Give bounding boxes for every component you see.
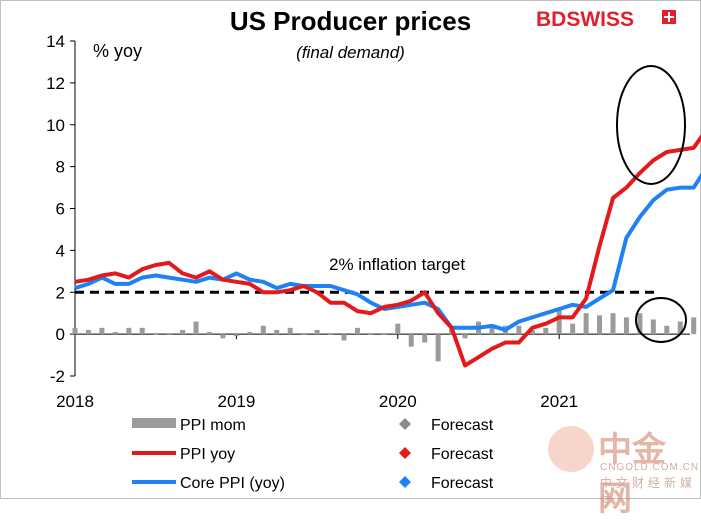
y-tick-label: 12 <box>46 74 65 93</box>
ppi-mom-bar <box>597 315 603 335</box>
ppi-mom-bar <box>314 329 320 335</box>
ppi-mom-bar <box>623 317 629 335</box>
y-tick-label: 0 <box>56 325 65 344</box>
legend-label: PPI mom <box>180 417 246 434</box>
ppi-mom-bar <box>556 309 562 335</box>
ppi-mom-bar <box>72 327 78 335</box>
ppi-mom-bar <box>462 334 468 339</box>
ppi-mom-bar <box>287 327 293 335</box>
ppi-mom-bar <box>328 334 334 335</box>
ppi-mom-bar <box>99 327 105 335</box>
legend-diamond-swatch <box>399 418 411 430</box>
legend-label: Forecast <box>431 417 494 434</box>
y-tick-label: -2 <box>50 367 65 386</box>
legend-label: PPI yoy <box>180 446 235 463</box>
x-tick-label: 2020 <box>379 392 417 411</box>
y-tick-label: 2 <box>56 283 65 302</box>
ppi-mom-bar <box>422 334 428 343</box>
y-tick-label: 8 <box>56 158 65 177</box>
ppi-mom-bar <box>381 334 387 335</box>
x-tick-label: 2019 <box>217 392 255 411</box>
legend-diamond-swatch <box>399 476 411 488</box>
ppi-mom-bar <box>153 334 159 335</box>
forecast-highlight-ellipse <box>616 65 686 185</box>
y-tick-label: 10 <box>46 116 65 135</box>
ppi-mom-bar <box>220 334 226 339</box>
ppi-mom-bar <box>301 334 307 335</box>
ppi-mom-bar <box>274 329 280 335</box>
ppi-mom-bar <box>260 325 266 335</box>
bdswiss-logo: BDSWISS <box>536 8 678 32</box>
ppi-mom-bar <box>691 317 697 335</box>
cngold-watermark: 中金网 CNGOLD.COM.CN 中文财经新媒体 <box>548 418 700 519</box>
chart-canvas: -202468101214201820192020202120222% infl… <box>46 32 701 492</box>
ppi-mom-bar <box>435 334 441 362</box>
x-tick-label: 2018 <box>56 392 94 411</box>
ppi-mom-bar <box>489 327 495 335</box>
ppi-mom-bar <box>139 327 145 335</box>
ppi-mom-bar <box>610 313 616 335</box>
ppi-mom-bar <box>126 327 132 335</box>
watermark-tagline: 中文财经新媒体 <box>600 476 697 507</box>
ppi-mom-bar <box>583 313 589 335</box>
legend-label: Forecast <box>431 446 494 463</box>
core-ppi-line <box>74 172 701 332</box>
watermark-url: CNGOLD.COM.CN <box>600 462 700 473</box>
y-tick-label: 14 <box>46 32 65 51</box>
ppi-mom-bar <box>85 329 91 335</box>
y-tick-label: 4 <box>56 241 65 260</box>
ppi-mom-bar <box>516 325 522 335</box>
chart-frame <box>0 0 701 499</box>
ppi-mom-bar <box>637 313 643 335</box>
ppi-mom-bar <box>180 329 186 335</box>
y-tick-label: 6 <box>56 200 65 219</box>
ppi-yoy-line <box>74 134 701 368</box>
ppi-mom-bar <box>166 334 172 335</box>
chart-subtitle: (final demand) <box>296 43 405 62</box>
x-tick-label: 2021 <box>540 392 578 411</box>
ppi-mom-bar <box>570 323 576 335</box>
legend-label: Forecast <box>431 475 494 492</box>
ppi-mom-bar <box>650 319 656 335</box>
watermark-logo-icon <box>548 426 594 472</box>
ppi-mom-bar <box>408 334 414 347</box>
logo-text: BDSWISS <box>536 8 635 31</box>
ppi-mom-bar <box>368 334 374 335</box>
ppi-mom-bar <box>395 323 401 335</box>
legend-diamond-swatch <box>399 447 411 459</box>
y-unit-label: % yoy <box>93 41 143 61</box>
ppi-mom-bar <box>529 329 535 335</box>
legend-bar-swatch <box>132 418 176 428</box>
ppi-mom-bar <box>193 321 199 335</box>
ppi-mom-bar <box>341 334 347 341</box>
swiss-cross-icon <box>662 10 676 24</box>
ppi-mom-bar <box>247 332 253 335</box>
ppi-mom-bar <box>112 332 118 335</box>
ppi-mom-bar <box>233 334 239 337</box>
target-annotation: 2% inflation target <box>329 255 465 274</box>
ppi-mom-bar <box>664 325 670 335</box>
ppi-mom-bar <box>543 327 549 335</box>
forecast-highlight-ellipse <box>635 297 687 343</box>
ppi-mom-bar <box>677 321 683 335</box>
ppi-mom-bar <box>354 327 360 335</box>
chart-title: US Producer prices <box>229 6 472 36</box>
ppi-mom-bar <box>207 332 212 335</box>
legend-label: Core PPI (yoy) <box>180 475 285 492</box>
